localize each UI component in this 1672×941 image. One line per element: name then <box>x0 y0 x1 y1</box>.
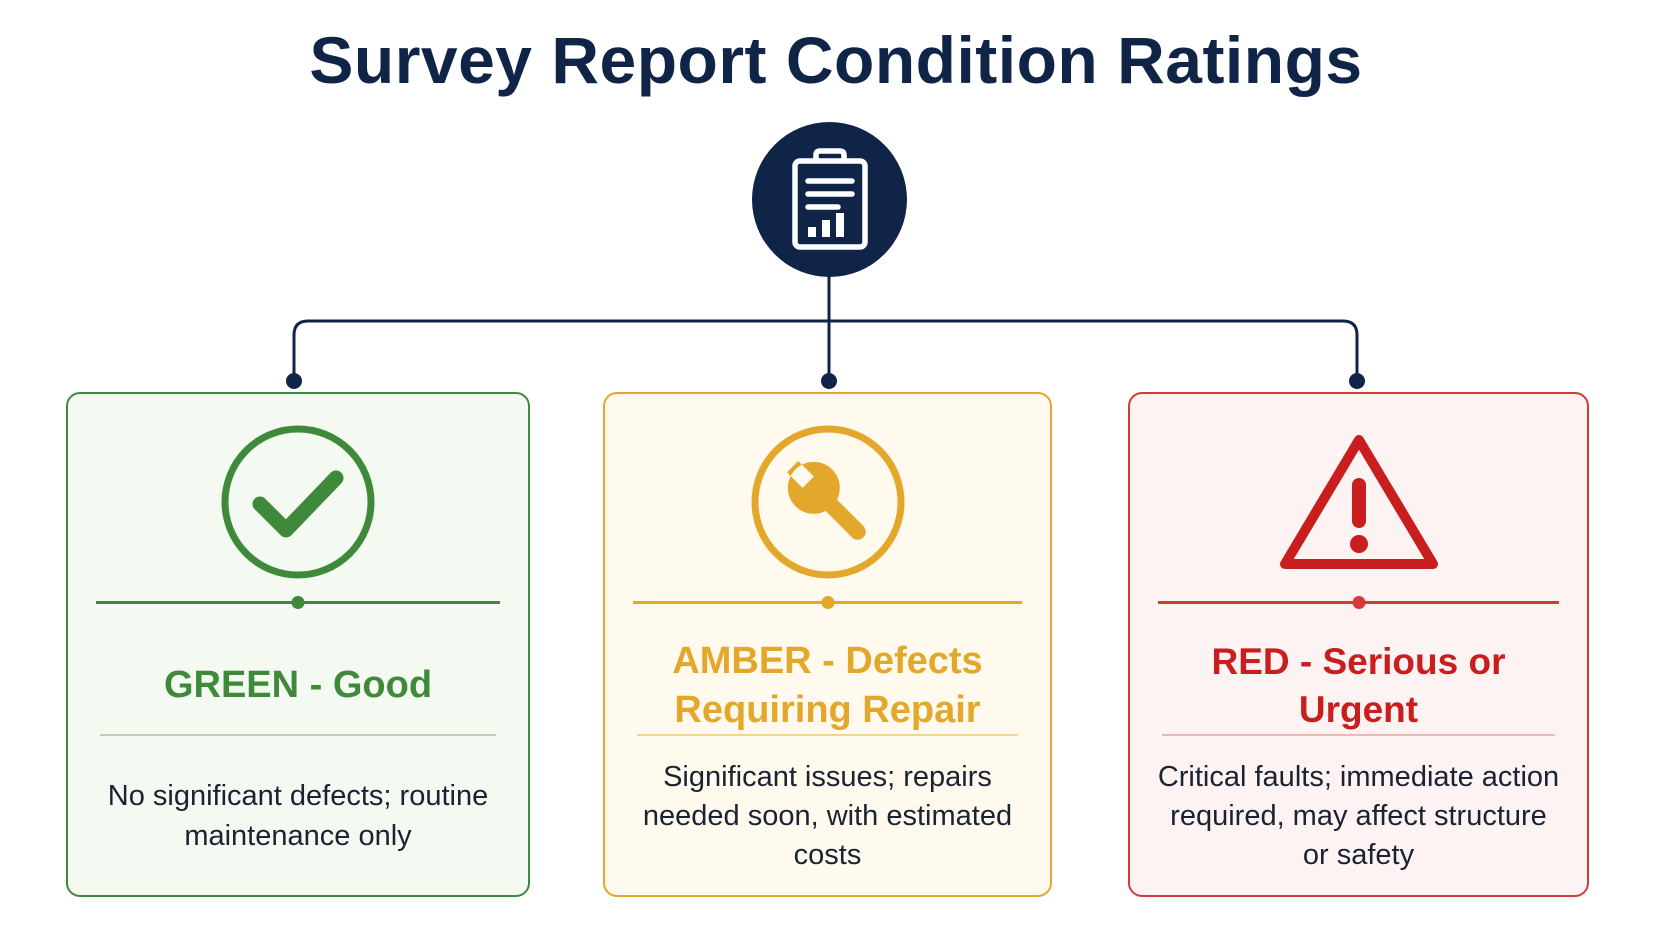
rating-heading-amber: AMBER - Defects Requiring Repair <box>672 639 983 731</box>
wrench-circle-icon <box>748 422 908 587</box>
rating-card-amber: AMBER - Defects Requiring Repair Signifi… <box>603 392 1052 897</box>
rating-card-red: RED - Serious or Urgent Critical faults;… <box>1128 392 1589 897</box>
connector-dot-amber <box>821 373 837 389</box>
rating-heading-green: GREEN - Good <box>163 664 433 707</box>
clipboard-report-icon <box>752 122 907 277</box>
connector-dot-green <box>286 373 302 389</box>
page-title: Survey Report Condition Ratings <box>309 23 1363 97</box>
rating-heading-red: RED - Serious or Urgent <box>1211 640 1506 730</box>
card-divider <box>96 596 500 609</box>
card-separator <box>1162 734 1555 736</box>
rating-description-amber: Significant issues; repairs needed soon,… <box>642 760 1013 872</box>
rating-description-red: Critical faults; immediate action requir… <box>1157 760 1560 872</box>
card-divider <box>633 596 1022 609</box>
card-separator <box>637 734 1018 736</box>
connector-branch <box>292 319 1359 380</box>
rating-card-green: GREEN - Good No significant defects; rou… <box>66 392 530 897</box>
warning-triangle-icon <box>1273 422 1445 587</box>
card-separator <box>100 734 496 736</box>
connector-dot-red <box>1349 373 1365 389</box>
card-divider <box>1158 596 1559 609</box>
rating-description-green: No significant defects; routine maintena… <box>107 780 489 852</box>
checkmark-circle-icon <box>218 422 378 587</box>
